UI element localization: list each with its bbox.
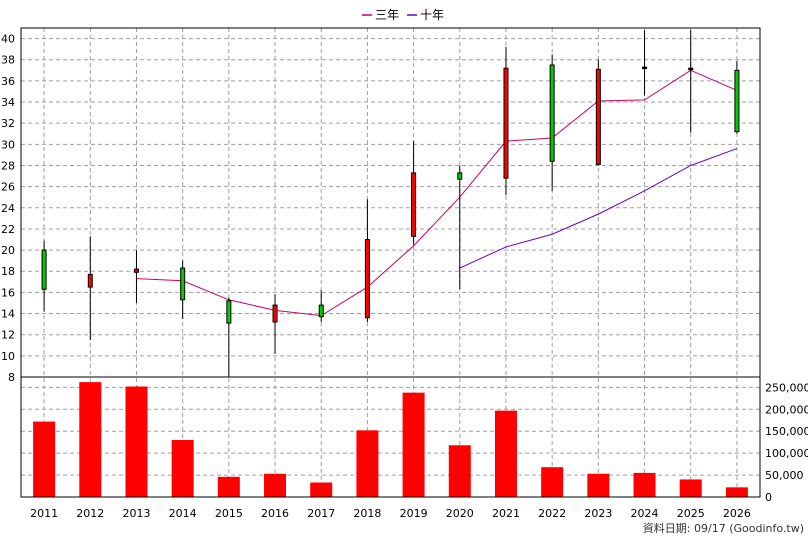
- volume-bar: [679, 479, 702, 497]
- price-tick-label: 20: [1, 244, 15, 257]
- candle-body: [41, 249, 47, 290]
- year-tick-label: 2026: [723, 507, 751, 520]
- year-tick-label: 2015: [215, 507, 243, 520]
- year-tick-label: 2021: [492, 507, 520, 520]
- candle-body: [688, 67, 694, 71]
- year-tick-label: 2022: [538, 507, 566, 520]
- volume-bar: [725, 487, 748, 497]
- volume-tick-label: 150,000: [765, 425, 808, 438]
- price-tick-label: 24: [1, 202, 15, 215]
- volume-bar: [33, 421, 56, 497]
- candle-body: [226, 300, 232, 324]
- candle-body: [411, 172, 417, 237]
- volume-bar: [79, 382, 102, 497]
- legend-label-10yr: 十年: [420, 8, 444, 22]
- year-tick-label: 2025: [677, 507, 705, 520]
- candle-body: [642, 66, 648, 70]
- price-tick-label: 36: [1, 75, 15, 88]
- price-tick-label: 10: [1, 350, 15, 363]
- candle-body: [87, 273, 93, 288]
- volume-tick-label: 200,000: [765, 403, 808, 416]
- price-tick-label: 38: [1, 54, 15, 67]
- year-tick-label: 2023: [584, 507, 612, 520]
- footer-source: 資料日期: 09/17 (Goodinfo.tw): [643, 521, 804, 535]
- volume-tick-label: 100,000: [765, 447, 808, 460]
- volume-tick-label: 250,000: [765, 381, 808, 394]
- candle-body: [549, 64, 555, 162]
- candle-body: [457, 172, 463, 180]
- volume-tick-label: 0: [765, 491, 772, 504]
- price-tick-label: 30: [1, 138, 15, 151]
- price-tick-label: 8: [8, 371, 15, 384]
- price-tick-label: 16: [1, 286, 15, 299]
- volume-panel-border: [20, 376, 761, 498]
- volume-tick-label: 50,000: [765, 469, 804, 482]
- price-tick-label: 40: [1, 33, 15, 46]
- candle-body: [503, 67, 509, 179]
- ma-line-10yr: [459, 148, 738, 269]
- volume-bar: [356, 430, 379, 497]
- candle-body: [180, 267, 186, 301]
- candle-body: [318, 304, 324, 318]
- year-tick-label: 2016: [261, 507, 289, 520]
- volume-bar: [587, 473, 610, 497]
- year-tick-label: 2014: [169, 507, 197, 520]
- volume-bar: [633, 472, 656, 497]
- year-tick-label: 2011: [30, 507, 58, 520]
- year-tick-label: 2013: [122, 507, 150, 520]
- volume-bar: [125, 386, 148, 497]
- candle-body: [133, 268, 139, 273]
- volume-bar: [541, 467, 564, 497]
- price-tick-label: 22: [1, 223, 15, 236]
- price-tick-label: 28: [1, 159, 15, 172]
- year-tick-label: 2018: [353, 507, 381, 520]
- candle-body: [595, 68, 601, 165]
- volume-bar: [264, 473, 287, 497]
- candle-body: [272, 304, 278, 323]
- price-tick-label: 32: [1, 117, 15, 130]
- legend-label-3yr: 三年: [375, 8, 399, 22]
- candle-body: [364, 239, 370, 319]
- volume-bar: [494, 410, 517, 497]
- ma-line-3yr: [136, 69, 738, 317]
- year-tick-label: 2019: [400, 507, 428, 520]
- volume-bar: [402, 392, 425, 497]
- price-tick-label: 26: [1, 181, 15, 194]
- price-tick-label: 14: [1, 308, 15, 321]
- price-tick-label: 34: [1, 96, 15, 109]
- year-tick-label: 2020: [446, 507, 474, 520]
- volume-bar: [310, 482, 333, 497]
- volume-bar: [448, 445, 471, 497]
- price-tick-label: 18: [1, 265, 15, 278]
- year-tick-label: 2024: [631, 507, 659, 520]
- year-tick-label: 2017: [307, 507, 335, 520]
- volume-bar: [217, 476, 240, 497]
- year-tick-label: 2012: [76, 507, 104, 520]
- volume-bar: [171, 440, 194, 497]
- price-tick-label: 12: [1, 329, 15, 342]
- candle-body: [734, 69, 740, 133]
